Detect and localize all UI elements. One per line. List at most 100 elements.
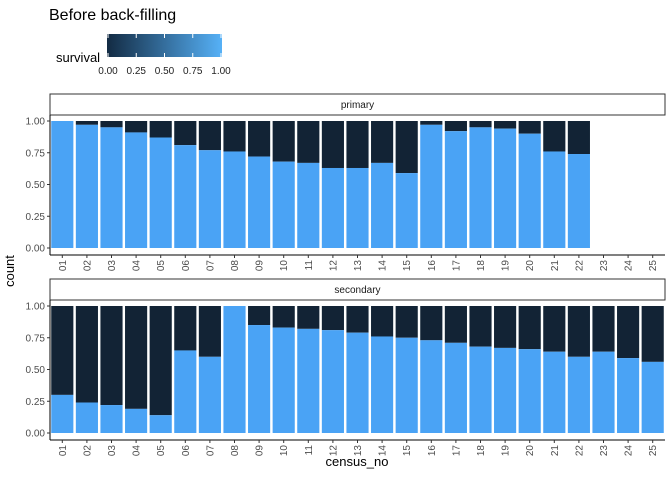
bar-not-survived [420, 121, 443, 125]
bar-not-survived [174, 121, 197, 146]
bar-survived [518, 349, 541, 433]
bar-not-survived [567, 306, 590, 357]
x-tick-label: 05 [156, 260, 167, 272]
bar-survived [444, 342, 467, 433]
bar-survived [51, 121, 74, 248]
bar-survived [248, 156, 271, 248]
legend-tick-label: 1.00 [211, 66, 231, 77]
bar-survived [469, 127, 492, 248]
x-tick-label: 13 [353, 260, 364, 272]
bar-not-survived [272, 306, 295, 328]
x-tick-label: 20 [525, 445, 536, 457]
bar-not-survived [518, 306, 541, 350]
x-tick-label: 09 [255, 260, 266, 272]
bar-not-survived [297, 306, 320, 329]
bar-survived [198, 150, 221, 248]
x-tick-label: 07 [205, 445, 216, 457]
bar-not-survived [297, 121, 320, 163]
bar-survived [494, 347, 517, 433]
bar-survived [125, 408, 148, 433]
x-tick-label: 04 [132, 445, 143, 457]
bar-survived [100, 127, 123, 248]
bar-survived [321, 330, 344, 433]
x-tick-label: 25 [648, 445, 659, 457]
bar-not-survived [75, 306, 98, 403]
legend-colorbar [107, 34, 222, 57]
bar-not-survived [346, 306, 369, 333]
bar-not-survived [272, 121, 295, 162]
bar-survived [174, 145, 197, 248]
bar-survived [617, 358, 640, 433]
bar-not-survived [567, 121, 590, 155]
x-tick-label: 01 [58, 260, 69, 272]
bar-survived [223, 151, 246, 248]
bar-not-survived [444, 306, 467, 343]
facet-strip-label: secondary [334, 285, 380, 296]
bar-survived [469, 346, 492, 433]
x-tick-label: 05 [156, 445, 167, 457]
x-tick-label: 08 [230, 260, 241, 272]
bar-survived [371, 336, 394, 433]
bar-not-survived [248, 121, 271, 157]
legend-title: survival [56, 50, 100, 65]
bar-survived [641, 361, 664, 433]
x-tick-label: 23 [599, 260, 610, 272]
bar-not-survived [75, 121, 98, 125]
bar-not-survived [198, 306, 221, 357]
x-tick-label: 10 [279, 445, 290, 457]
bar-survived [272, 327, 295, 433]
x-tick-label: 20 [525, 260, 536, 272]
bar-not-survived [321, 306, 344, 331]
y-tick-label: 0.00 [26, 429, 46, 440]
bar-not-survived [198, 121, 221, 151]
x-tick-label: 13 [353, 445, 364, 457]
bar-survived [592, 351, 615, 433]
x-tick-label: 11 [304, 445, 315, 456]
x-tick-label: 10 [279, 260, 290, 272]
x-tick-label: 23 [599, 445, 610, 457]
bar-survived [149, 137, 172, 248]
x-tick-label: 04 [132, 260, 143, 272]
bar-survived [248, 325, 271, 433]
x-tick-label: 18 [476, 260, 487, 272]
facet-strip-label: primary [341, 100, 374, 111]
x-tick-label: 16 [427, 445, 438, 457]
x-tick-label: 08 [230, 445, 241, 457]
panel-secondary: secondary 0.00 0.25 0.50 0.75 1.00 01 02 03 04 05 0… [26, 278, 666, 457]
bar-survived [75, 124, 98, 248]
legend: survival 0.00 0.25 0.50 0.75 1.00 [56, 34, 231, 77]
bar-not-survived [100, 306, 123, 406]
x-tick-label: 16 [427, 260, 438, 272]
facet-strip [49, 278, 666, 301]
bar-survived [543, 151, 566, 248]
x-tick-label: 21 [550, 260, 561, 272]
bar-not-survived [543, 121, 566, 152]
bar-survived [567, 154, 590, 248]
x-tick-label: 15 [402, 260, 413, 272]
y-axis-title: count [2, 255, 17, 287]
bar-survived [174, 350, 197, 433]
x-tick-label: 22 [574, 445, 585, 457]
x-tick-label: 03 [107, 260, 118, 272]
x-tick-label: 07 [205, 260, 216, 272]
bar-survived [100, 405, 123, 433]
bar-not-survived [469, 121, 492, 128]
x-tick-label: 24 [624, 445, 635, 457]
chart-title: Before back-filling [49, 7, 176, 24]
x-tick-label: 12 [328, 260, 339, 272]
bar-survived [371, 162, 394, 248]
x-tick-label: 22 [574, 260, 585, 272]
bar-not-survived [494, 306, 517, 348]
bar-survived [346, 167, 369, 248]
bar-not-survived [641, 306, 664, 362]
bar-not-survived [518, 121, 541, 134]
x-tick-label: 17 [451, 445, 462, 457]
bar-not-survived [346, 121, 369, 168]
bar-not-survived [444, 121, 467, 132]
y-tick-label: 1.00 [26, 117, 46, 128]
legend-tick-label: 0.00 [98, 66, 118, 77]
x-tick-label: 09 [255, 445, 266, 457]
bar-survived [494, 128, 517, 248]
y-tick-label: 0.25 [26, 397, 46, 408]
